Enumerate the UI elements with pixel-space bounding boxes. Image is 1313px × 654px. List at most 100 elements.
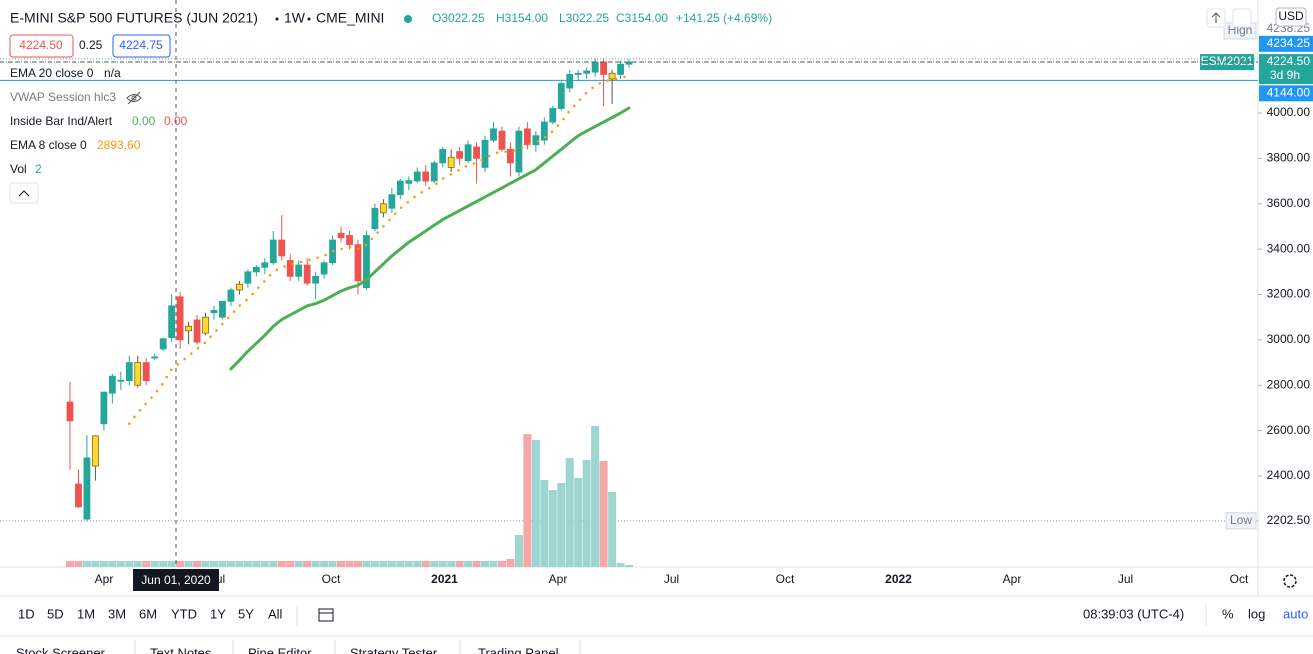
candle-body bbox=[92, 435, 99, 467]
volume-bar bbox=[362, 561, 371, 567]
range-button[interactable]: All bbox=[268, 606, 283, 621]
volume-bar bbox=[66, 561, 74, 567]
auto-toggle[interactable]: auto bbox=[1283, 606, 1308, 621]
candle-body bbox=[422, 171, 430, 182]
volume-bar bbox=[608, 492, 617, 567]
range-button[interactable]: 3M bbox=[108, 606, 126, 621]
spread: 0.25 bbox=[79, 38, 103, 52]
tab[interactable]: Trading Panel bbox=[478, 645, 559, 654]
volume-bar bbox=[523, 434, 532, 567]
candle-body bbox=[515, 130, 523, 173]
ask[interactable]: 4224.75 bbox=[119, 38, 163, 52]
ind-name[interactable]: Inside Bar Ind/Alert bbox=[10, 114, 113, 128]
crosshair-date: Jun 01, 2020 bbox=[141, 573, 211, 587]
log-toggle[interactable]: log bbox=[1248, 606, 1265, 621]
volume-bar bbox=[472, 561, 481, 567]
volume-bar bbox=[574, 478, 583, 567]
sep bbox=[275, 17, 279, 21]
candle-body bbox=[337, 232, 345, 239]
range-button[interactable]: YTD bbox=[171, 606, 197, 621]
sep bbox=[307, 17, 311, 21]
volume-bar bbox=[218, 561, 227, 567]
ind-value: 2893.60 bbox=[97, 138, 141, 152]
tab[interactable]: Pine Editor bbox=[248, 645, 312, 654]
percent-toggle[interactable]: % bbox=[1222, 606, 1234, 621]
range-button[interactable]: 1Y bbox=[210, 606, 226, 621]
candle-body bbox=[210, 309, 218, 314]
ind-name[interactable]: VWAP Session hlc3 bbox=[10, 90, 116, 104]
volume-bar bbox=[167, 561, 176, 567]
candle-body bbox=[75, 483, 82, 508]
bid-box[interactable] bbox=[9, 34, 74, 58]
range-button[interactable]: 1D bbox=[18, 606, 35, 621]
candle-body bbox=[456, 151, 464, 159]
ind-name[interactable]: EMA 8 close 0 bbox=[10, 138, 87, 152]
status-dot bbox=[404, 15, 412, 23]
ask-box[interactable] bbox=[112, 34, 171, 58]
collapse-button[interactable] bbox=[9, 182, 39, 204]
ohlc-low: L3022.25 bbox=[559, 11, 609, 25]
candle-body bbox=[219, 300, 226, 318]
collapse-icon[interactable] bbox=[18, 190, 30, 197]
bid[interactable]: 4224.50 bbox=[19, 38, 63, 52]
calendar-icon[interactable] bbox=[318, 608, 334, 622]
volume-bar bbox=[142, 561, 151, 567]
y-tick-label: 3800.00 bbox=[1267, 151, 1311, 165]
volume-bar bbox=[125, 561, 134, 567]
volume-bar bbox=[91, 561, 100, 567]
ind-value: 0.00 bbox=[164, 114, 188, 128]
ohlc-high: H3154.00 bbox=[496, 11, 548, 25]
up-icon[interactable] bbox=[1211, 12, 1221, 23]
volume-bar bbox=[328, 561, 337, 567]
volume-bar bbox=[209, 561, 218, 567]
candle-body bbox=[168, 305, 176, 339]
volume-bar bbox=[286, 561, 295, 567]
volume-bar bbox=[531, 440, 540, 567]
volume-bar bbox=[421, 561, 430, 567]
volume-bar bbox=[625, 565, 634, 567]
range-button[interactable]: 5Y bbox=[238, 606, 254, 621]
candle-body bbox=[66, 401, 74, 422]
candle-body bbox=[202, 316, 209, 334]
volume-bar bbox=[201, 561, 210, 567]
range-button[interactable]: 6M bbox=[139, 606, 157, 621]
candle-body bbox=[303, 264, 311, 284]
candle-body bbox=[625, 61, 633, 65]
interval: 1W bbox=[284, 10, 306, 26]
range-button[interactable]: 5D bbox=[47, 606, 64, 621]
candle-body bbox=[608, 72, 616, 80]
candle-body bbox=[379, 203, 387, 214]
eye-off-icon[interactable] bbox=[126, 91, 142, 105]
volume-bar bbox=[616, 563, 625, 567]
x-tick-label: Oct bbox=[776, 572, 795, 586]
ohlc-close: C3154.00 bbox=[616, 11, 668, 25]
ind-name[interactable]: EMA 20 close 0 bbox=[10, 66, 94, 80]
range-button[interactable]: 1M bbox=[77, 606, 95, 621]
ind-name[interactable]: Vol bbox=[10, 162, 27, 176]
volume-bar bbox=[489, 561, 498, 567]
volume-bar bbox=[540, 480, 549, 567]
candle-body bbox=[142, 362, 150, 382]
candle-body bbox=[286, 260, 294, 277]
currency-button[interactable] bbox=[1275, 7, 1307, 27]
tab[interactable]: Stock Screener bbox=[16, 645, 106, 654]
candle-body bbox=[439, 148, 447, 164]
candle-body bbox=[371, 207, 379, 230]
settings-icon[interactable] bbox=[1283, 574, 1297, 588]
ind-value: 0.00 bbox=[132, 114, 156, 128]
y-tick-label: 3200.00 bbox=[1267, 287, 1311, 301]
volume-bar bbox=[243, 561, 252, 567]
candle-body bbox=[235, 283, 243, 291]
candle-body bbox=[430, 162, 438, 182]
candle-body bbox=[151, 356, 159, 359]
volume-bar bbox=[260, 561, 269, 567]
tab[interactable]: Text Notes bbox=[150, 645, 212, 654]
x-tick-label: Jul bbox=[1118, 572, 1133, 586]
tab[interactable]: Strategy Tester bbox=[350, 645, 438, 654]
clock: 08:39:03 (UTC-4) bbox=[1083, 606, 1184, 621]
currency[interactable]: USD bbox=[1278, 9, 1304, 23]
volume-bar bbox=[320, 561, 329, 567]
last-tag: 4224.50 bbox=[1267, 54, 1311, 68]
fullscreen-button[interactable] bbox=[1232, 8, 1252, 28]
